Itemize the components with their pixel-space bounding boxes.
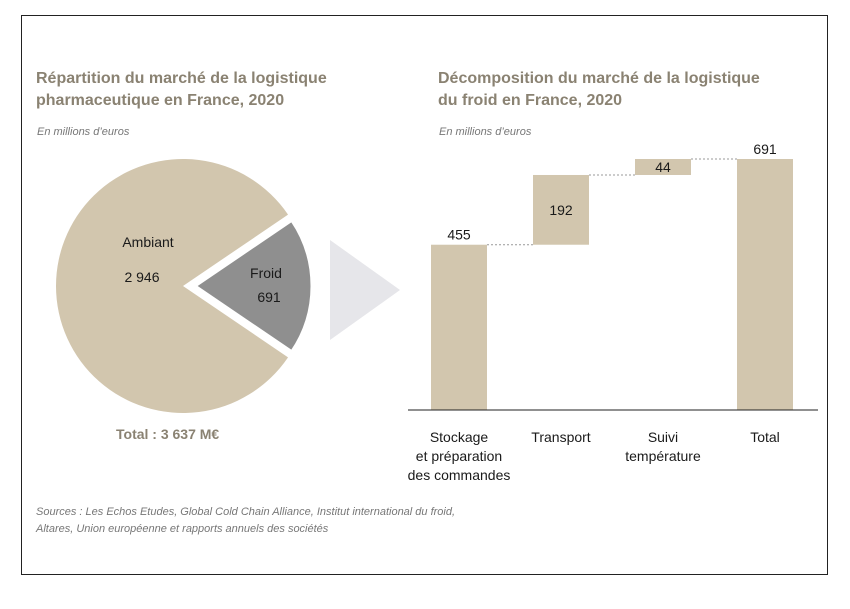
waterfall-bars: [431, 159, 793, 410]
pie-total-label: Total : 3 637 M€: [116, 426, 220, 442]
pie-chart: Ambiant 2 946 Froid 691: [55, 158, 314, 413]
waterfall-bar: [737, 159, 793, 410]
waterfall-value-labels: 455 192 44 691: [447, 141, 777, 243]
pie-label-froid-value: 691: [257, 289, 281, 305]
waterfall-chart: 455 192 44 691 Stockage et préparation des co…: [408, 141, 818, 483]
waterfall-category-label: Total: [750, 429, 780, 445]
pie-slice-ambiant: [55, 158, 289, 413]
waterfall-value-label: 455: [447, 227, 471, 243]
figure-frame: [21, 15, 828, 575]
waterfall-bar: [533, 174, 589, 245]
waterfall-value-label: 44: [655, 159, 671, 175]
pie-label-ambiant-value: 2 946: [124, 269, 159, 285]
waterfall-category-label: et préparation: [416, 448, 502, 464]
pie-subtitle: En millions d’euros: [37, 126, 130, 138]
waterfall-bar: [635, 159, 691, 175]
pie-chart-title: Répartition du marché de la logistique p…: [36, 68, 327, 112]
waterfall-title-line1: Décomposition du marché de la logistique: [438, 70, 760, 87]
waterfall-category-label: des commandes: [408, 467, 511, 483]
pie-title-line1: Répartition du marché de la logistique: [36, 70, 327, 87]
pie-slice-froid: [192, 218, 314, 354]
pie-label-froid-name: Froid: [250, 265, 282, 281]
sources-note: Sources : Les Echos Etudes, Global Cold …: [36, 504, 455, 538]
waterfall-subtitle: En millions d’euros: [439, 126, 532, 138]
arrow-shape: [330, 240, 400, 340]
waterfall-connectors: [487, 158, 737, 246]
pie-title-line2: pharmaceutique en France, 2020: [36, 92, 285, 109]
waterfall-value-label: 691: [753, 141, 777, 157]
sources-line1: Sources : Les Echos Etudes, Global Cold …: [36, 506, 456, 518]
waterfall-category-label: Transport: [531, 429, 591, 445]
waterfall-chart-title: Décomposition du marché de la logistique…: [438, 68, 760, 112]
waterfall-bar: [431, 244, 487, 410]
waterfall-category-labels: Stockage et préparation des commandes Trans…: [408, 429, 780, 483]
waterfall-category-label: Stockage: [430, 429, 489, 445]
waterfall-category-label: température: [625, 448, 701, 464]
waterfall-value-label: 192: [549, 202, 573, 218]
pie-label-ambiant-name: Ambiant: [122, 234, 173, 250]
sources-line2: Altares, Union européenne et rapports an…: [36, 523, 329, 535]
waterfall-title-line2: du froid en France, 2020: [438, 92, 623, 109]
waterfall-category-label: Suivi: [648, 429, 678, 445]
transition-arrow-icon: [330, 240, 400, 340]
